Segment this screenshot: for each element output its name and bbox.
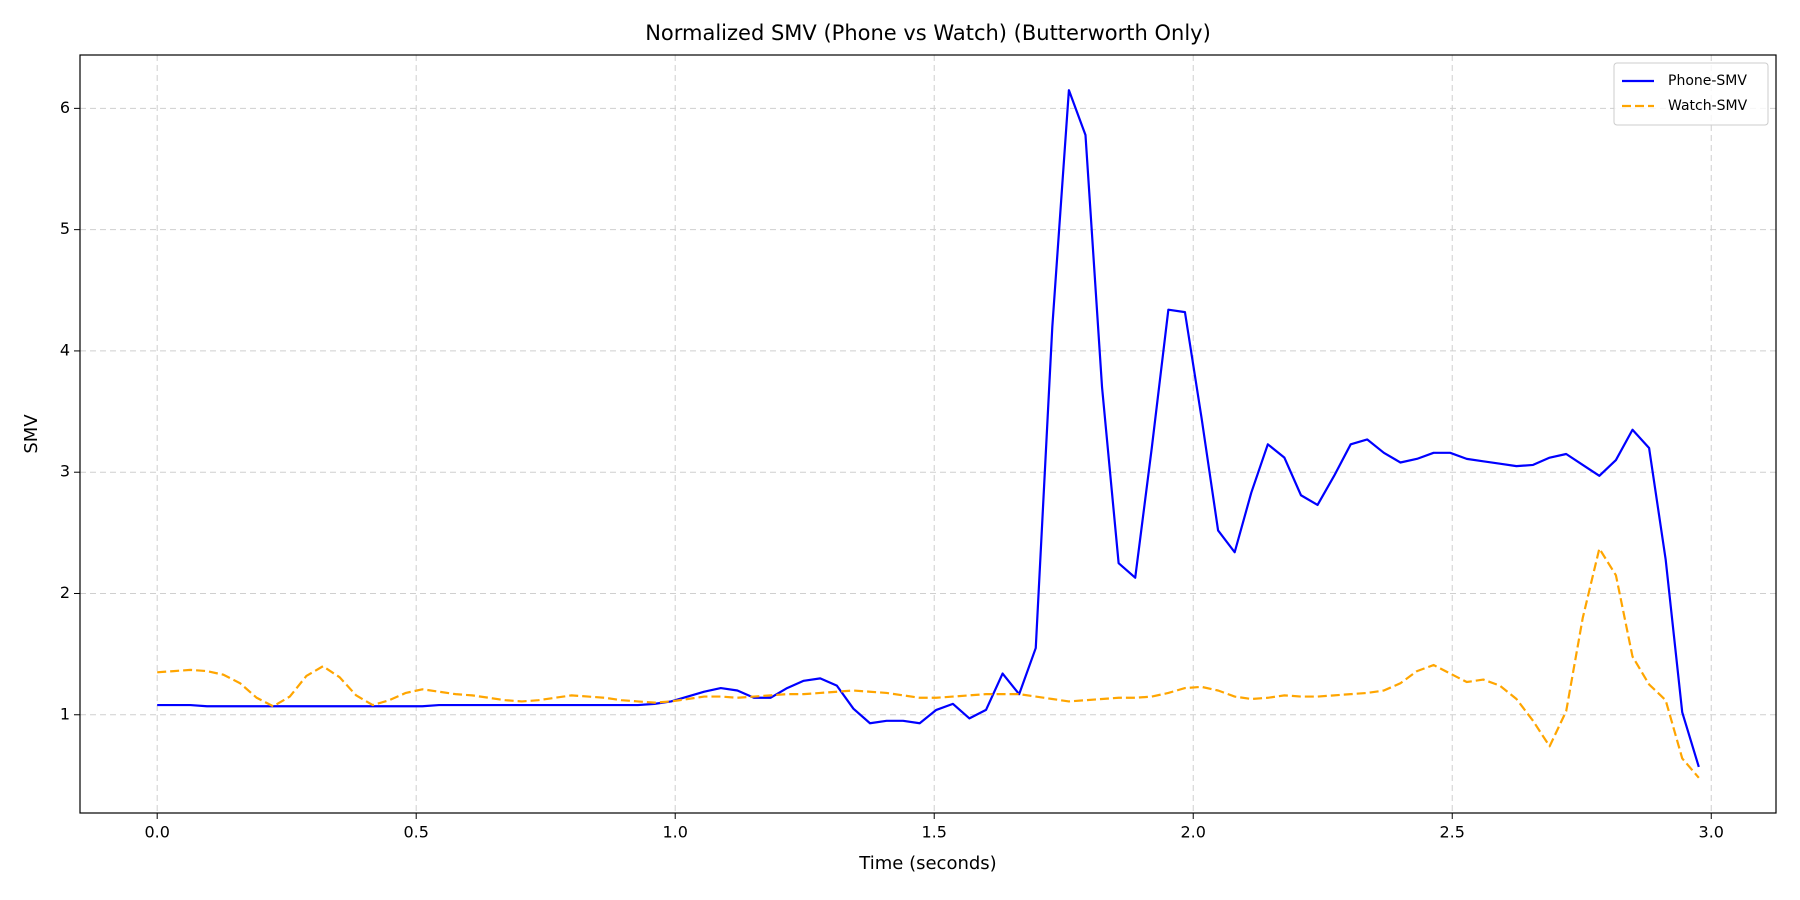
data-line (157, 547, 1700, 779)
y-tick-label: 2 (60, 583, 70, 602)
legend-label: Watch-SMV (1668, 98, 1748, 114)
x-axis-label: Time (seconds) (858, 853, 996, 874)
y-tick-label: 6 (60, 98, 70, 117)
legend: Phone-SMV Watch-SMV (1613, 62, 1769, 126)
y-tick-label: 5 (60, 219, 70, 238)
plot-frame (79, 54, 1777, 814)
x-tick-label: 2.5 (1440, 823, 1465, 842)
x-tick-label: 1.5 (921, 823, 946, 842)
chart-title: Normalized SMV (Phone vs Watch) (Butterw… (645, 21, 1211, 45)
x-tick-label: 0.5 (403, 823, 428, 842)
y-tick-label: 4 (60, 340, 70, 359)
x-tick-label: 3.0 (1699, 823, 1724, 842)
x-tick-label: 1.0 (662, 823, 687, 842)
x-tick-label: 2.0 (1181, 823, 1206, 842)
legend-box (1613, 62, 1769, 126)
x-tick-label: 0.0 (144, 823, 169, 842)
y-tick-label: 1 (60, 704, 70, 723)
legend-label: Phone-SMV (1668, 73, 1747, 89)
y-tick-label: 3 (60, 462, 70, 481)
data-line (157, 89, 1700, 768)
y-axis-label: SMV (21, 414, 42, 454)
